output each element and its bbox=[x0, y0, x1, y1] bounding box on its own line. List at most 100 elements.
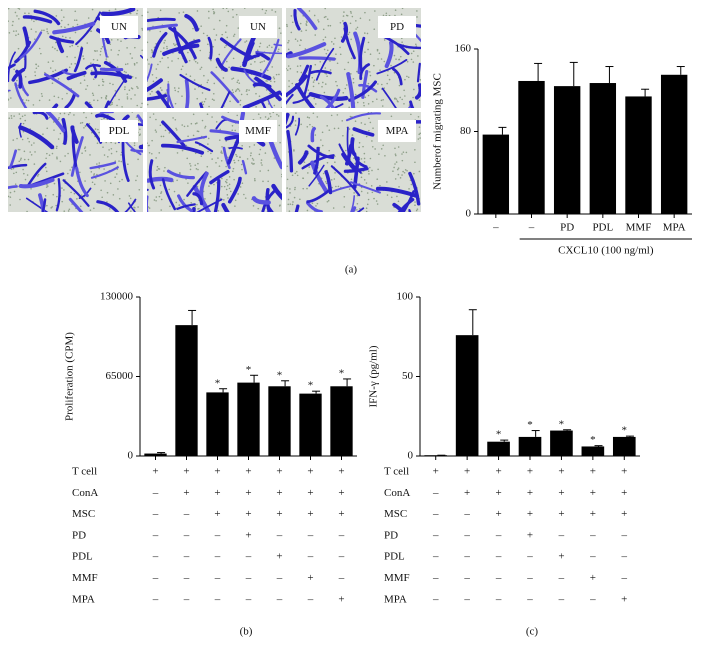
pore bbox=[210, 176, 212, 178]
pore bbox=[393, 166, 395, 169]
pore bbox=[306, 126, 309, 128]
pore bbox=[82, 55, 84, 57]
pore bbox=[114, 90, 117, 92]
pore bbox=[167, 56, 169, 59]
pore bbox=[342, 20, 344, 22]
condition-name: ConA bbox=[72, 487, 98, 499]
pore bbox=[223, 199, 225, 201]
pore bbox=[185, 144, 188, 147]
cell bbox=[161, 178, 176, 211]
pore bbox=[356, 101, 359, 104]
pore bbox=[162, 135, 165, 138]
pore bbox=[253, 144, 256, 146]
condition-sign: + bbox=[245, 466, 251, 478]
pore bbox=[198, 207, 200, 210]
pore bbox=[110, 152, 113, 155]
pore bbox=[350, 57, 353, 60]
micrograph: PDL bbox=[8, 112, 143, 212]
cell bbox=[356, 207, 365, 212]
bar bbox=[625, 96, 652, 214]
condition-sign: – bbox=[432, 529, 439, 541]
pore bbox=[308, 10, 311, 12]
condition-sign: + bbox=[495, 487, 501, 499]
pore bbox=[396, 195, 398, 198]
pore bbox=[164, 166, 166, 169]
pore bbox=[258, 95, 261, 98]
pore bbox=[367, 94, 370, 97]
pore bbox=[147, 103, 149, 106]
condition-sign: + bbox=[464, 487, 470, 499]
pore bbox=[91, 131, 93, 134]
pore bbox=[147, 142, 148, 144]
cell bbox=[100, 8, 136, 17]
pore bbox=[37, 173, 40, 176]
pore bbox=[81, 121, 84, 124]
cell bbox=[414, 83, 421, 100]
pore bbox=[266, 69, 269, 72]
pore bbox=[221, 185, 223, 188]
pore bbox=[339, 53, 342, 56]
pore bbox=[65, 36, 67, 39]
condition-sign: – bbox=[589, 551, 596, 563]
pore bbox=[27, 137, 29, 140]
pore bbox=[19, 117, 22, 120]
pore bbox=[386, 194, 389, 196]
pore bbox=[211, 98, 214, 101]
pore bbox=[172, 117, 174, 119]
cell bbox=[293, 8, 301, 31]
pore bbox=[130, 98, 132, 100]
pore bbox=[256, 49, 259, 52]
cell bbox=[33, 9, 61, 26]
cell bbox=[286, 51, 293, 58]
pore bbox=[237, 79, 239, 82]
pore bbox=[346, 14, 349, 17]
cell bbox=[8, 149, 18, 170]
pore bbox=[388, 78, 391, 81]
pore bbox=[314, 103, 317, 105]
pore bbox=[405, 151, 408, 154]
pore bbox=[372, 127, 374, 129]
pore bbox=[209, 192, 212, 195]
pore bbox=[367, 170, 370, 173]
cell bbox=[359, 63, 371, 81]
pore bbox=[47, 185, 49, 187]
cell bbox=[324, 170, 333, 195]
pore bbox=[308, 117, 311, 119]
pore bbox=[88, 101, 91, 104]
pore bbox=[234, 205, 236, 207]
condition-sign: + bbox=[245, 508, 251, 520]
pore bbox=[85, 88, 87, 90]
pore bbox=[223, 185, 226, 188]
condition-sign: – bbox=[245, 551, 252, 563]
pore bbox=[13, 190, 16, 193]
pore bbox=[126, 97, 129, 100]
pore bbox=[288, 80, 290, 82]
pore bbox=[83, 147, 86, 150]
pore bbox=[326, 75, 328, 78]
pore bbox=[416, 208, 419, 210]
pore bbox=[92, 94, 95, 97]
bar bbox=[424, 455, 448, 456]
pore bbox=[114, 176, 116, 178]
pore bbox=[279, 204, 281, 206]
cell bbox=[68, 197, 84, 212]
condition-sign: – bbox=[463, 508, 470, 520]
cell bbox=[156, 90, 172, 108]
condition-name: MSC bbox=[384, 508, 407, 520]
pore bbox=[20, 157, 22, 160]
pore bbox=[373, 197, 375, 200]
pore bbox=[36, 175, 39, 177]
cell bbox=[8, 51, 16, 83]
pore bbox=[208, 185, 210, 187]
pore bbox=[364, 123, 366, 126]
pore bbox=[149, 93, 152, 95]
pore bbox=[15, 34, 17, 37]
pore bbox=[130, 87, 133, 89]
condition-sign: – bbox=[621, 551, 628, 563]
pore bbox=[96, 163, 98, 165]
cell bbox=[64, 93, 77, 108]
cell bbox=[295, 83, 316, 108]
significance-mark: * bbox=[215, 377, 221, 389]
cell bbox=[179, 73, 211, 92]
pore bbox=[117, 188, 119, 190]
